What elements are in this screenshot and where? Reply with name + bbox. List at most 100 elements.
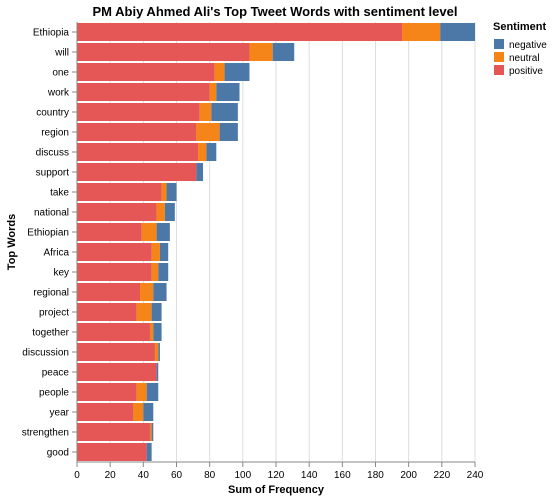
- y-tick-label: discuss: [36, 148, 69, 159]
- bar-neutral: [198, 143, 207, 161]
- bar-neutral: [149, 423, 152, 441]
- y-tick-label: project: [39, 308, 69, 319]
- bar-negative: [166, 183, 177, 201]
- bar-positive: [77, 423, 150, 441]
- y-tick-label: country: [36, 108, 69, 119]
- y-axis-title: Top Words: [6, 214, 18, 270]
- bar-layer: [77, 23, 475, 461]
- x-tick-label: 100: [234, 470, 251, 481]
- bar-positive: [77, 363, 157, 381]
- bar-negative: [156, 363, 159, 381]
- bar-neutral: [249, 43, 273, 61]
- y-tick-label: together: [32, 328, 69, 339]
- y-tick-label: Africa: [43, 248, 69, 259]
- bar-positive: [77, 343, 155, 361]
- legend: Sentiment negative neutral positive: [493, 21, 547, 77]
- y-tick-label: one: [52, 68, 69, 79]
- y-tick-label: year: [50, 408, 70, 419]
- bar-neutral: [151, 263, 159, 281]
- x-tick-label: 220: [433, 470, 450, 481]
- x-tick-label: 160: [334, 470, 351, 481]
- bar-negative: [211, 103, 238, 121]
- legend-swatch-negative: [494, 39, 504, 49]
- legend-label-negative: negative: [509, 40, 547, 51]
- bar-negative: [159, 243, 169, 261]
- y-tick-label: key: [53, 268, 69, 279]
- bar-negative: [151, 303, 162, 321]
- bar-neutral: [196, 123, 220, 141]
- bar-neutral: [133, 403, 144, 421]
- bar-neutral: [141, 223, 157, 241]
- y-tick-label: Ethiopia: [33, 28, 70, 39]
- bar-neutral: [136, 383, 147, 401]
- x-tick-label: 60: [171, 470, 183, 481]
- x-tick-label: 0: [74, 470, 80, 481]
- bar-neutral: [151, 243, 160, 261]
- bar-negative: [219, 123, 238, 141]
- y-tick-label: region: [41, 128, 69, 139]
- bar-positive: [77, 183, 162, 201]
- bar-neutral: [402, 23, 441, 41]
- bar-negative: [151, 423, 154, 441]
- bar-positive: [77, 123, 197, 141]
- legend-swatch-neutral: [494, 52, 504, 62]
- bar-positive: [77, 263, 152, 281]
- bar-negative: [216, 83, 240, 101]
- bar-positive: [77, 443, 147, 461]
- y-tick-label: people: [39, 388, 69, 399]
- x-tick-label: 40: [138, 470, 150, 481]
- bar-neutral: [214, 63, 225, 81]
- bar-positive: [77, 403, 134, 421]
- bar-neutral: [149, 323, 154, 341]
- legend-label-positive: positive: [509, 66, 543, 77]
- bar-positive: [77, 223, 142, 241]
- x-tick-label: 240: [467, 470, 484, 481]
- bar-neutral: [156, 203, 165, 221]
- bar-neutral: [136, 303, 152, 321]
- x-tick-label: 140: [301, 470, 318, 481]
- y-tick-label: national: [34, 208, 69, 219]
- bar-neutral: [161, 183, 167, 201]
- bar-positive: [77, 163, 197, 181]
- bar-negative: [146, 443, 152, 461]
- bar-negative: [272, 43, 295, 61]
- axis-layer: 0 20 40 60 80 100 120 140 160 180 200 220 240 Ethiopi…: [22, 22, 484, 481]
- bar-negative: [143, 403, 154, 421]
- bar-neutral: [154, 343, 159, 361]
- bar-positive: [77, 283, 141, 301]
- bar-negative: [153, 323, 162, 341]
- x-tick-label: 120: [268, 470, 285, 481]
- bar-positive: [77, 43, 250, 61]
- legend-label-neutral: neutral: [509, 53, 540, 64]
- chart-title: PM Abiy Ahmed Ali's Top Tweet Words with…: [93, 4, 458, 19]
- x-tick-label: 200: [400, 470, 417, 481]
- bar-positive: [77, 203, 157, 221]
- x-axis-title: Sum of Frequency: [228, 484, 325, 496]
- bar-positive: [77, 143, 199, 161]
- bar-neutral: [199, 103, 212, 121]
- bar-negative: [206, 143, 217, 161]
- y-tick-label: take: [50, 188, 69, 199]
- bar-negative: [196, 163, 204, 181]
- y-tick-label: strengthen: [22, 428, 69, 439]
- y-tick-label: will: [54, 48, 69, 59]
- y-tick-label: discussion: [22, 348, 69, 359]
- bar-positive: [77, 23, 403, 41]
- legend-title: Sentiment: [493, 21, 547, 33]
- bar-positive: [77, 103, 200, 121]
- bar-positive: [77, 83, 210, 101]
- x-tick-label: 20: [105, 470, 117, 481]
- legend-swatch-positive: [494, 65, 504, 75]
- bar-positive: [77, 63, 215, 81]
- bar-neutral: [140, 283, 154, 301]
- bar-negative: [224, 63, 250, 81]
- bar-positive: [77, 303, 137, 321]
- y-tick-label: peace: [42, 368, 70, 379]
- bar-negative: [153, 283, 167, 301]
- bar-negative: [440, 23, 475, 41]
- bar-positive: [77, 243, 152, 261]
- bar-negative: [146, 383, 159, 401]
- y-tick-label: work: [47, 88, 70, 99]
- bar-negative: [156, 223, 170, 241]
